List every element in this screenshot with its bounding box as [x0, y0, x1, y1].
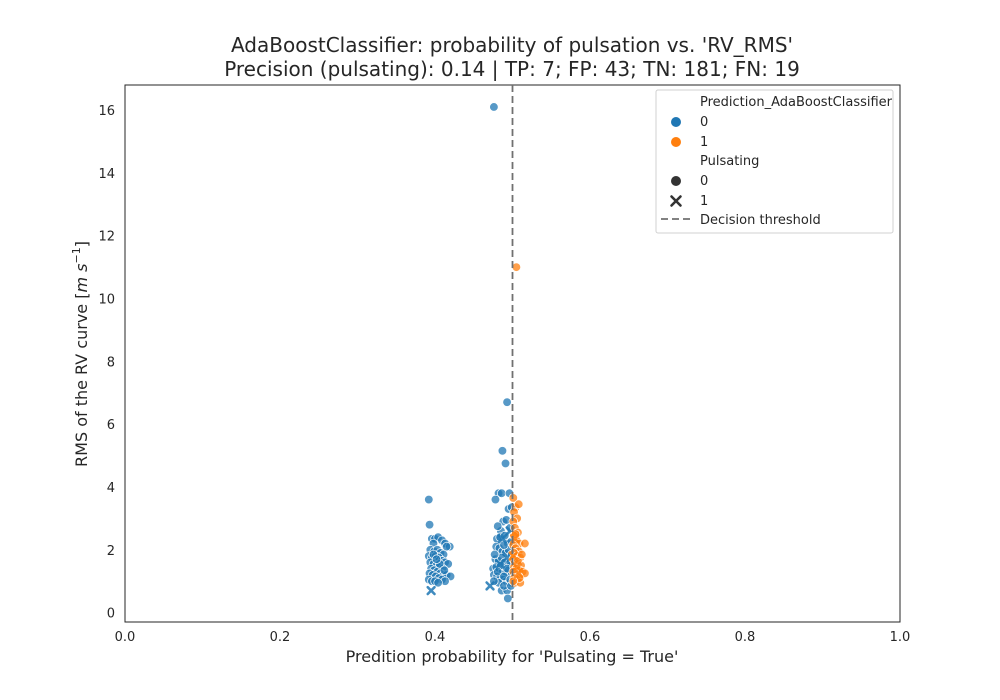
- data-point-x: [497, 534, 508, 544]
- legend-label-style1: 1: [700, 194, 708, 209]
- legend-label-class1: 1: [700, 135, 708, 150]
- y-axis-label-exp: −1: [70, 247, 83, 263]
- data-point: [490, 549, 500, 560]
- points-layer: [424, 102, 530, 604]
- y-tick-label: 12: [98, 230, 115, 245]
- y-axis-label-unit: m s: [72, 264, 91, 293]
- legend-label-threshold: Decision threshold: [700, 213, 821, 228]
- y-tick-label: 6: [107, 418, 115, 433]
- data-point: [431, 554, 442, 564]
- data-point: [502, 397, 512, 407]
- x-axis-label: Predition probability for 'Pulsating = T…: [346, 647, 679, 666]
- data-point-x: [426, 585, 436, 596]
- data-point: [433, 578, 443, 588]
- y-tick-label: 8: [107, 355, 115, 370]
- x-tick-label: 1.0: [890, 630, 911, 645]
- y-axis-label-main: RMS of the RV curve [: [72, 293, 91, 467]
- data-point: [489, 102, 499, 112]
- data-point-x: [485, 581, 495, 591]
- data-point: [514, 499, 524, 509]
- data-point: [503, 593, 513, 604]
- data-point: [493, 521, 503, 531]
- chart-subtitle: Precision (pulsating): 0.14 | TP: 7; FP:…: [224, 57, 800, 81]
- data-point: [439, 565, 449, 575]
- y-axis-label-close: ]: [72, 241, 91, 247]
- legend-style-title: Pulsating: [700, 154, 759, 169]
- legend-hue-title: Prediction_AdaBoostClassifier: [700, 95, 893, 110]
- data-point: [424, 494, 434, 505]
- data-point: [497, 446, 508, 456]
- x-tick-label: 0.6: [580, 630, 601, 645]
- y-tick-label: 4: [107, 481, 115, 496]
- data-point-x: [514, 568, 524, 579]
- x-tick-labels: 0.0 0.2 0.4 0.6 0.8 1.0: [115, 630, 911, 645]
- legend-label-style0: 0: [700, 174, 708, 189]
- x-tick-label: 0.8: [735, 630, 756, 645]
- data-point: [517, 549, 527, 560]
- legend: Prediction_AdaBoostClassifier 0 1 Pulsat…: [655, 89, 894, 234]
- data-point-x: [508, 551, 518, 561]
- x-tick-label: 0.2: [270, 630, 291, 645]
- legend-label-class0: 0: [700, 115, 708, 130]
- legend-box: [655, 89, 894, 234]
- data-point: [500, 458, 511, 469]
- data-point: [520, 538, 530, 549]
- legend-marker-circle: [671, 176, 681, 186]
- y-tick-label: 10: [98, 293, 115, 308]
- legend-marker-x: [670, 195, 682, 207]
- x-tick-label: 0.4: [425, 630, 446, 645]
- chart-title: AdaBoostClassifier: probability of pulsa…: [231, 33, 793, 57]
- y-tick-label: 14: [98, 167, 115, 182]
- y-tick-label: 2: [107, 544, 115, 559]
- y-tick-label: 0: [107, 607, 115, 622]
- y-tick-labels: 0 2 4 6 8 10 12 14 16: [98, 104, 115, 621]
- legend-marker-class0: [671, 117, 681, 127]
- legend-marker-class1: [671, 137, 681, 147]
- data-point-x: [495, 559, 505, 569]
- y-axis-label: RMS of the RV curve [m s−1]: [70, 241, 91, 467]
- data-point: [424, 519, 435, 530]
- y-tick-label: 16: [98, 104, 115, 119]
- x-tick-label: 0.0: [115, 630, 136, 645]
- data-point: [490, 494, 501, 505]
- data-point: [441, 541, 452, 552]
